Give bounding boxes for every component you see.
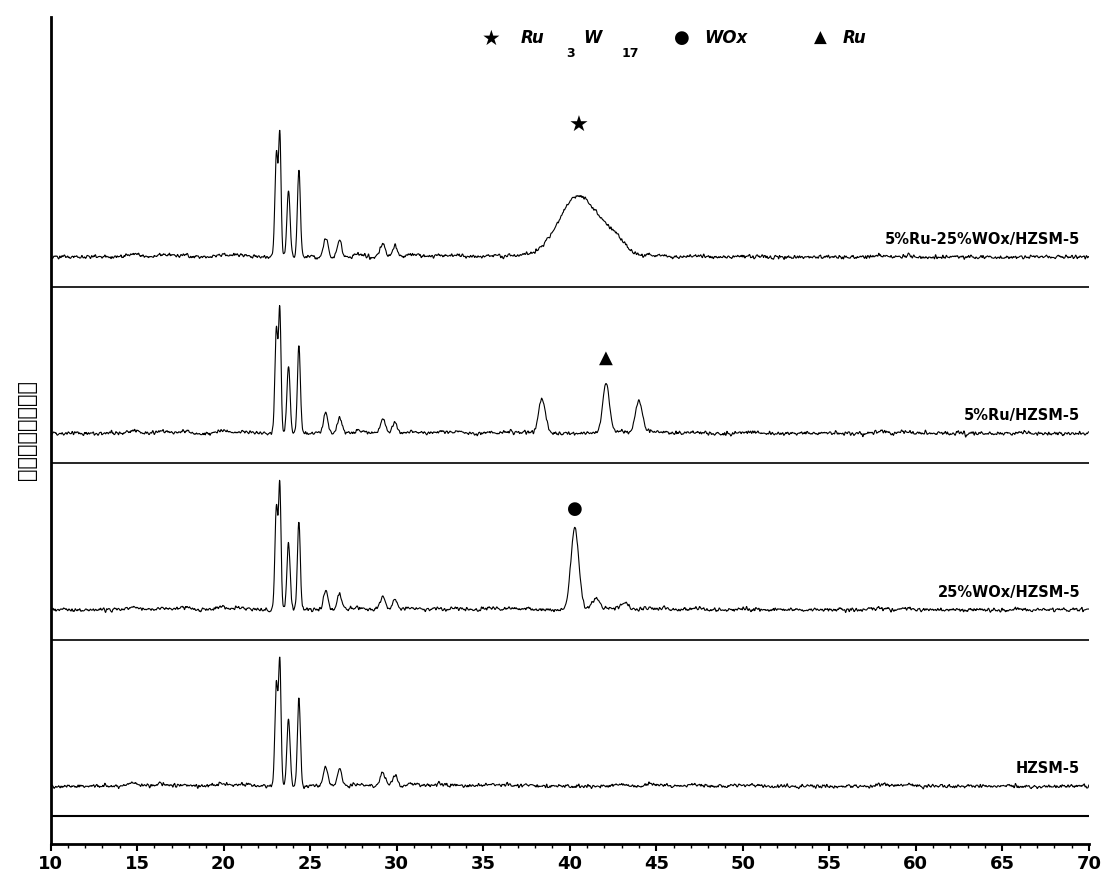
Text: ●: ● <box>673 29 690 47</box>
Text: Ru: Ru <box>521 29 544 47</box>
Text: ▲: ▲ <box>814 29 826 47</box>
Y-axis label: 强度（任意单位）: 强度（任意单位） <box>17 380 37 480</box>
Text: ★: ★ <box>482 29 500 49</box>
Text: 5%Ru/HZSM-5: 5%Ru/HZSM-5 <box>964 409 1080 424</box>
Text: 5%Ru-25%WOx/HZSM-5: 5%Ru-25%WOx/HZSM-5 <box>885 232 1080 247</box>
Text: 17: 17 <box>622 47 639 61</box>
Text: HZSM-5: HZSM-5 <box>1016 761 1080 776</box>
Text: 3: 3 <box>567 47 575 61</box>
Text: 25%WOx/HZSM-5: 25%WOx/HZSM-5 <box>938 585 1080 600</box>
Text: ★: ★ <box>568 116 588 136</box>
Text: Ru: Ru <box>843 29 866 47</box>
Text: ●: ● <box>567 500 582 518</box>
Text: ▲: ▲ <box>599 349 613 368</box>
Text: W: W <box>584 29 601 47</box>
Text: WOx: WOx <box>704 29 748 47</box>
